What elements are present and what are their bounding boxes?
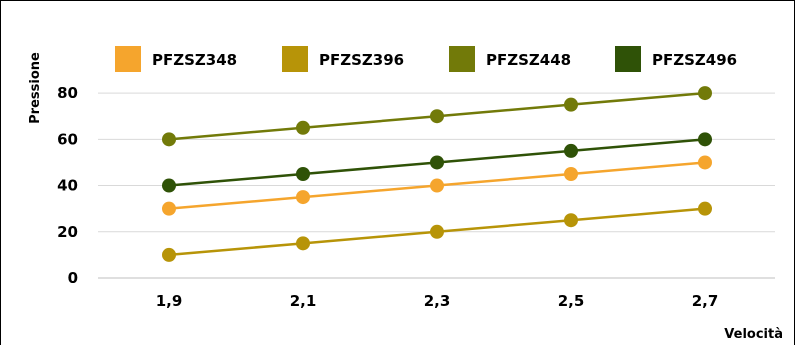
data-point-PFZSZ496 [162,178,176,193]
legend-label: PFZSZ496 [652,51,737,69]
data-point-PFZSZ496 [430,155,444,170]
y-tick-label: 20 [57,223,78,241]
x-tick-label: 2,3 [424,292,451,310]
y-tick-label: 80 [57,84,78,102]
data-point-PFZSZ396 [296,236,310,251]
legend-label: PFZSZ348 [152,51,237,69]
legend: PFZSZ348 PFZSZ396 PFZSZ448 PFZSZ496 [115,46,737,72]
data-point-PFZSZ496 [564,143,578,158]
legend-swatch-PFZSZ448 [449,46,475,72]
data-point-PFZSZ496 [698,132,712,147]
x-tick-label: 2,1 [290,292,317,310]
data-point-PFZSZ348 [162,201,176,216]
y-tick-label: 40 [57,177,78,195]
data-point-PFZSZ348 [698,155,712,170]
data-point-PFZSZ448 [296,120,310,135]
data-point-PFZSZ396 [698,201,712,216]
x-axis-title: Velocità [724,327,783,342]
data-point-PFZSZ396 [564,213,578,228]
data-point-PFZSZ396 [430,224,444,239]
legend-label: PFZSZ448 [486,51,571,69]
data-point-PFZSZ348 [564,167,578,181]
legend-swatch-PFZSZ396 [282,46,308,72]
data-point-PFZSZ496 [296,167,310,181]
data-point-PFZSZ448 [698,86,712,101]
series-lines [162,86,712,262]
data-point-PFZSZ348 [296,190,310,205]
y-tick-label: 0 [68,269,78,287]
data-point-PFZSZ348 [430,178,444,193]
data-point-PFZSZ448 [162,132,176,147]
x-tick-label: 2,7 [692,292,719,310]
legend-swatch-PFZSZ496 [615,46,641,72]
x-tick-label: 1,9 [156,292,183,310]
x-tick-label: 2,5 [558,292,585,310]
y-axis-title: Pressione [28,52,43,124]
legend-swatch-PFZSZ348 [115,46,141,72]
x-tick-labels: 1,9 2,1 2,3 2,5 2,7 [156,292,719,310]
y-tick-labels: 0 20 40 60 80 [57,84,78,287]
y-tick-label: 60 [57,130,78,148]
legend-label: PFZSZ396 [319,51,404,69]
data-point-PFZSZ448 [430,109,444,124]
data-point-PFZSZ448 [564,97,578,112]
data-point-PFZSZ396 [162,247,176,262]
